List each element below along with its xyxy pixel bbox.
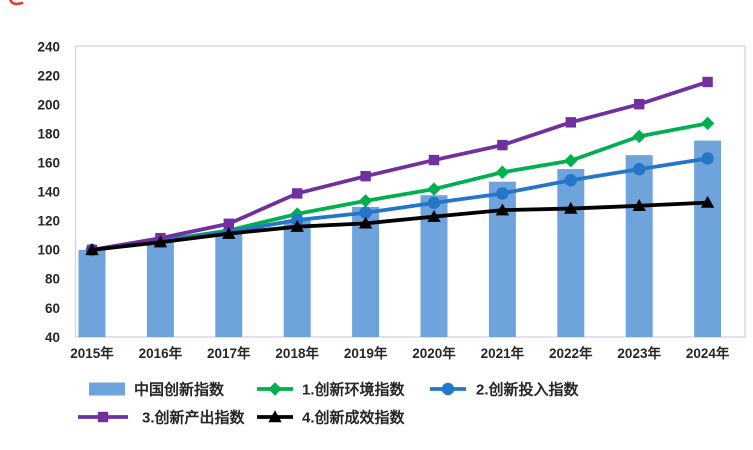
series-line [90,80,710,252]
y-tick-label: 100 [37,243,60,258]
x-tick-label: 2022年 [549,345,593,361]
square-marker [428,154,440,166]
square-marker [97,411,109,423]
legend-item-4: 4.创新成效指数 [257,409,406,427]
circle-marker [441,382,455,396]
circle-marker [427,196,441,210]
triangle-marker [222,226,236,239]
x-tick-label: 2024年 [686,345,730,361]
x-tick-label: 2019年 [344,345,388,361]
circle-marker [564,174,577,187]
y-tick-label: 40 [45,330,60,345]
x-tick-label: 2018年 [275,345,319,361]
square-marker [702,76,713,88]
y-tick-label: 80 [45,272,60,287]
bar [283,220,311,337]
square-marker [565,117,576,128]
y-tick-label: 180 [37,127,60,142]
series-line [90,200,710,252]
y-tick-label: 160 [37,156,60,171]
circle-marker [496,187,509,200]
triangle-marker [290,219,304,232]
diamond-marker [632,129,646,144]
circle-marker [359,206,372,219]
y-tick-label: 200 [37,98,60,113]
bar [625,155,653,337]
triangle-marker [358,216,373,229]
bar [146,241,174,337]
square-marker [223,218,234,229]
triangle-marker [85,243,99,256]
x-tick-label: 2023年 [617,345,661,361]
bar [557,169,585,337]
x-tick-label: 2020年 [412,345,456,361]
triangle-marker [268,410,282,423]
x-axis-labels: 2015年 2016年 2017年 2018年 2019年 2020年 2021年 2022年… [70,345,730,361]
square-marker [292,188,303,199]
bar [694,140,722,337]
triangle-marker [564,201,578,214]
square-marker [360,170,371,182]
legend-label: 4.创新成效指数 [302,409,406,427]
line-series-3 [86,76,713,256]
red-stray-mark [8,0,24,6]
square-marker [634,98,645,110]
bar [215,231,243,337]
x-tick-label: 2015年 [70,345,114,361]
bar-series [78,140,722,337]
legend-label: 1.创新环境指数 [302,381,406,399]
y-axis-labels: 240 220 200 180 160 140 120 100 80 60 40 [37,40,60,345]
x-tick-label: 2017年 [207,345,251,361]
y-tick-label: 220 [37,69,60,84]
legend-label: 2.创新投入指数 [476,381,580,399]
line-series-4 [85,195,715,256]
diamond-marker [427,182,441,196]
triangle-marker [632,199,646,211]
legend-label: 3.创新产出指数 [142,409,246,427]
y-tick-label: 140 [37,185,60,200]
legend-bar-swatch [89,382,125,396]
y-tick-label: 240 [37,40,60,55]
plot-area-border [74,45,746,338]
triangle-marker [427,209,441,222]
bar [78,249,106,337]
legend-item-3: 3.创新产出指数 [78,409,246,427]
triangle-marker [495,203,510,216]
legend-item-0: 中国创新指数 [89,381,225,399]
legend: 中国创新指数 1.创新环境指数 2.创新投入指数 3.创新产出指数 4.创新成效指数 [78,381,580,427]
y-tick-label: 120 [37,214,60,229]
diamond-marker [495,165,510,179]
circle-marker [633,163,646,176]
square-marker [497,139,508,151]
circle-marker [701,152,714,165]
legend-item-1: 1.创新环境指数 [257,381,406,399]
diamond-marker [700,116,715,131]
legend-label: 中国创新指数 [134,381,225,399]
x-tick-label: 2021年 [481,345,525,361]
triangle-marker [700,195,715,208]
diamond-marker [358,194,373,208]
series-line [90,121,710,252]
triangle-marker [153,235,168,248]
diamond-marker [564,153,578,168]
x-tick-label: 2016年 [139,345,183,361]
diamond-marker [268,382,282,396]
y-tick-label: 60 [45,301,60,316]
legend-item-2: 2.创新投入指数 [430,381,580,399]
series-line [90,156,710,252]
bar [352,206,380,337]
